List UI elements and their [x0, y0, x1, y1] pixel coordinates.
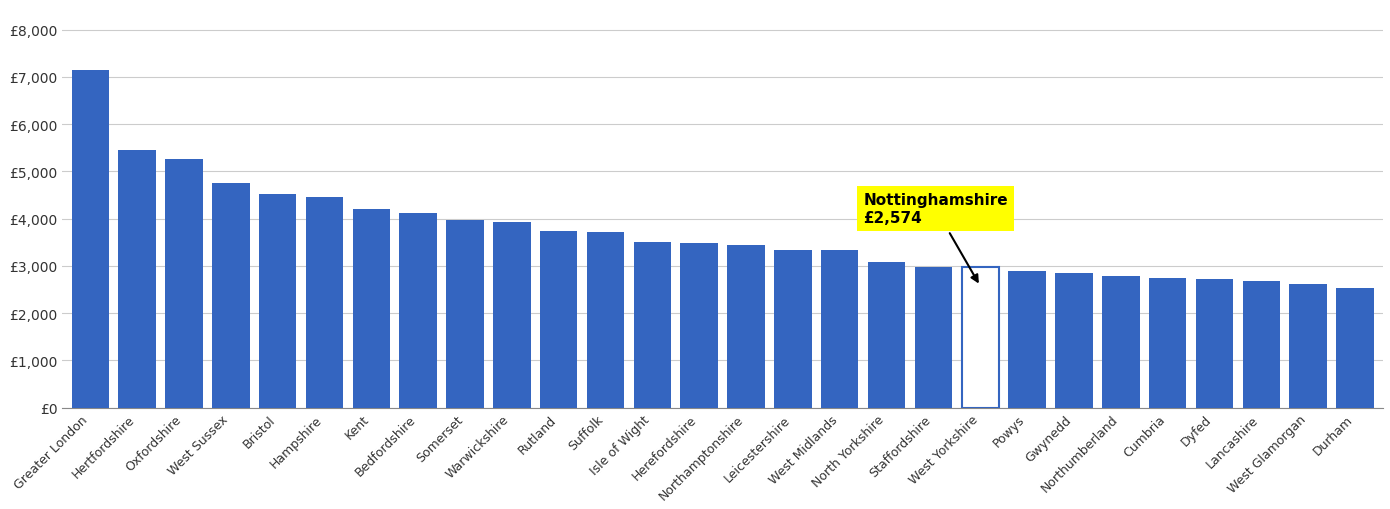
Bar [634, 243, 671, 408]
Bar [821, 251, 859, 408]
Bar [1195, 279, 1233, 408]
Bar [539, 232, 577, 408]
Bar [353, 210, 391, 408]
Bar [681, 244, 719, 408]
Bar [915, 267, 952, 408]
Bar [1243, 281, 1280, 408]
Bar [1290, 285, 1327, 408]
Bar [1336, 288, 1373, 408]
Bar [962, 268, 999, 408]
Bar [399, 214, 436, 408]
Text: Nottinghamshire
£2,574: Nottinghamshire £2,574 [863, 193, 1008, 282]
Bar [118, 151, 156, 408]
Bar [493, 222, 531, 408]
Bar [867, 262, 905, 408]
Bar [259, 195, 296, 408]
Bar [446, 220, 484, 408]
Bar [774, 250, 812, 408]
Bar [1102, 277, 1140, 408]
Bar [1150, 278, 1186, 408]
Bar [1055, 274, 1093, 408]
Bar [306, 197, 343, 408]
Bar [1008, 271, 1045, 408]
Bar [587, 233, 624, 408]
Bar [213, 183, 250, 408]
Bar [72, 71, 108, 408]
Bar [727, 245, 765, 408]
Bar [165, 159, 203, 408]
